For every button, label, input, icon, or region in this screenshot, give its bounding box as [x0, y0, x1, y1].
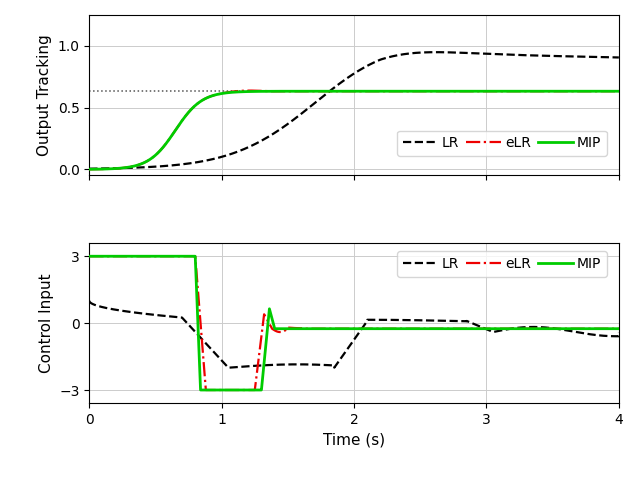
- Y-axis label: Output Tracking: Output Tracking: [37, 34, 52, 156]
- LR: [308, 103, 316, 109]
- eLR: [599, 88, 607, 94]
- MIP: [572, 326, 580, 332]
- Line: eLR: eLR: [89, 91, 619, 169]
- MIP: [615, 88, 623, 94]
- eLR: [313, 88, 320, 94]
- MIP: [614, 88, 622, 94]
- eLR: [470, 326, 478, 332]
- Legend: LR, eLR, MIP: LR, eLR, MIP: [397, 251, 607, 276]
- MIP: [572, 88, 580, 94]
- eLR: [572, 326, 580, 332]
- LR: [615, 54, 623, 60]
- eLR: [338, 88, 345, 94]
- LR: [470, 321, 478, 327]
- eLR: [246, 88, 253, 94]
- LR: [615, 329, 623, 335]
- eLR: [615, 88, 623, 94]
- LR: [313, 362, 320, 368]
- MIP: [470, 326, 478, 332]
- LR: [312, 99, 320, 105]
- MIP: [197, 387, 204, 393]
- Y-axis label: Control Input: Control Input: [39, 273, 54, 373]
- MIP: [338, 326, 345, 332]
- MIP: [599, 326, 607, 332]
- MIP: [615, 326, 623, 332]
- MIP: [470, 88, 478, 94]
- LR: [338, 355, 345, 361]
- LR: [308, 362, 316, 368]
- eLR: [338, 326, 345, 332]
- LR: [572, 54, 580, 60]
- MIP: [308, 326, 316, 332]
- eLR: [470, 88, 478, 94]
- Line: MIP: MIP: [89, 256, 619, 390]
- eLR: [599, 326, 607, 332]
- LR: [433, 49, 440, 55]
- LR: [85, 166, 93, 172]
- Line: LR: LR: [89, 301, 619, 368]
- MIP: [85, 166, 93, 172]
- MIP: [312, 88, 320, 94]
- LR: [85, 298, 93, 304]
- eLR: [615, 326, 623, 332]
- eLR: [202, 387, 210, 393]
- MIP: [85, 253, 93, 259]
- MIP: [313, 326, 320, 332]
- Legend: LR, eLR, MIP: LR, eLR, MIP: [397, 130, 607, 156]
- LR: [599, 54, 607, 60]
- LR: [470, 50, 478, 56]
- eLR: [85, 253, 93, 259]
- MIP: [337, 88, 345, 94]
- Line: MIP: MIP: [89, 91, 619, 169]
- LR: [599, 333, 607, 339]
- MIP: [308, 88, 316, 94]
- MIP: [598, 88, 606, 94]
- Line: LR: LR: [89, 52, 619, 169]
- LR: [225, 365, 232, 371]
- eLR: [308, 88, 316, 94]
- Line: eLR: eLR: [89, 256, 619, 390]
- eLR: [85, 166, 93, 172]
- eLR: [308, 326, 316, 332]
- eLR: [572, 88, 580, 94]
- LR: [572, 329, 580, 335]
- eLR: [313, 326, 320, 332]
- LR: [337, 80, 345, 86]
- X-axis label: Time (s): Time (s): [323, 433, 385, 448]
